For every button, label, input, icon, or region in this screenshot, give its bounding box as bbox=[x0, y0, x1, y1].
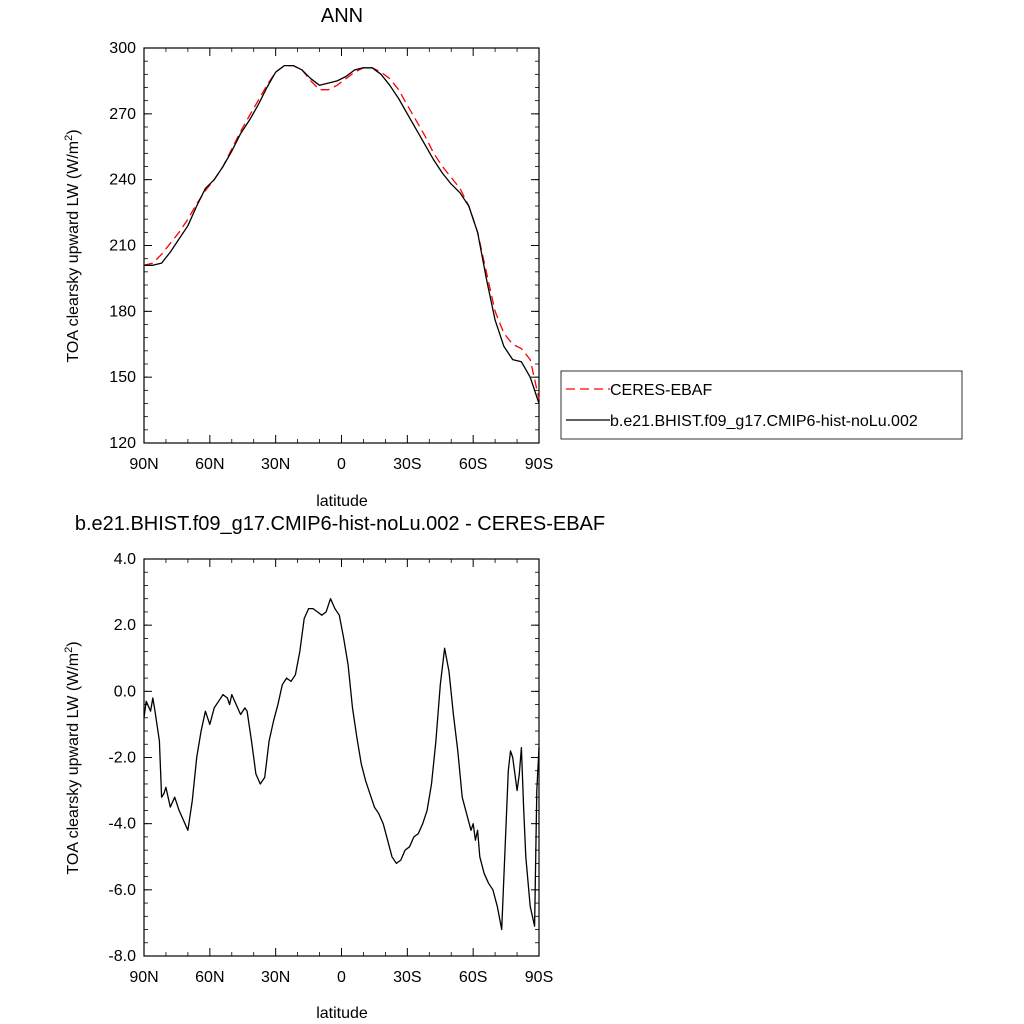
bottom-y-tick-label: 4.0 bbox=[114, 551, 136, 568]
bottom-y-tick-label: -6.0 bbox=[108, 882, 136, 899]
top-x-axis-label: latitude bbox=[316, 493, 368, 510]
bottom-ticks: 90N 60N 30N 0 30S 60S 90S 4.0 2.0 0.0 -2.0 -4.0 -6.0… bbox=[108, 551, 553, 986]
legend-label-ceres: CERES-EBAF bbox=[610, 382, 712, 399]
bottom-x-tick-label: 90N bbox=[129, 969, 158, 986]
bottom-chart-title: b.e21.BHIST.f09_g17.CMIP6-hist-noLu.002 … bbox=[75, 513, 605, 535]
top-series-line-model bbox=[144, 64, 540, 404]
top-y-tick-label: 120 bbox=[109, 435, 136, 452]
top-x-tick-label: 60S bbox=[459, 456, 487, 473]
top-y-tick-label: 210 bbox=[109, 238, 136, 255]
top-y-tick-label: 150 bbox=[109, 369, 136, 386]
top-chart-title: ANN bbox=[321, 5, 363, 27]
top-x-tick-label: 30S bbox=[393, 456, 421, 473]
top-x-tick-label: 90S bbox=[525, 456, 553, 473]
bottom-x-tick-label: 0 bbox=[337, 969, 346, 986]
bottom-x-tick-label: 90S bbox=[525, 969, 553, 986]
top-y-axis-label: TOA clearsky upward LW (W/m2) bbox=[63, 129, 82, 362]
top-y-tick-label: 240 bbox=[109, 172, 136, 189]
bottom-x-tick-label: 60S bbox=[459, 969, 487, 986]
top-series-lines bbox=[143, 64, 540, 404]
bottom-y-tick-label: 2.0 bbox=[114, 617, 136, 634]
top-x-tick-label: 60N bbox=[195, 456, 224, 473]
top-x-tick-label: 30N bbox=[261, 456, 290, 473]
top-ticks: 90N 60N 30N 0 30S 60S 90S 300 270 240 210 180 150 120 bbox=[109, 40, 553, 473]
bottom-series-line-difference bbox=[143, 598, 540, 931]
bottom-y-tick-label: -8.0 bbox=[108, 948, 136, 965]
bottom-panel: b.e21.BHIST.f09_g17.CMIP6-hist-noLu.002 … bbox=[63, 513, 605, 1022]
bottom-series-lines bbox=[143, 598, 540, 931]
top-y-tick-label: 300 bbox=[109, 40, 136, 57]
legend: CERES-EBAF b.e21.BHIST.f09_g17.CMIP6-his… bbox=[560, 370, 963, 440]
bottom-x-tick-label: 60N bbox=[195, 969, 224, 986]
bottom-plot-frame bbox=[143, 558, 540, 957]
bottom-y-tick-label: -2.0 bbox=[108, 750, 136, 767]
bottom-y-tick-label: 0.0 bbox=[114, 683, 136, 700]
top-panel: ANN 90N 60N 30N 0 30S 60S 90S 300 270 240 210 180 15… bbox=[63, 5, 553, 510]
top-y-tick-label: 270 bbox=[109, 106, 136, 123]
legend-box bbox=[560, 370, 963, 440]
top-x-tick-label: 0 bbox=[337, 456, 346, 473]
bottom-y-axis-label: TOA clearsky upward LW (W/m2) bbox=[63, 641, 82, 874]
top-x-tick-label: 90N bbox=[129, 456, 158, 473]
top-series-line-ceres-ebaf bbox=[143, 64, 540, 400]
legend-label-model: b.e21.BHIST.f09_g17.CMIP6-hist-noLu.002 bbox=[610, 413, 918, 430]
bottom-x-tick-label: 30S bbox=[393, 969, 421, 986]
top-y-tick-label: 180 bbox=[109, 303, 136, 320]
bottom-y-tick-label: -4.0 bbox=[108, 816, 136, 833]
bottom-x-axis-label: latitude bbox=[316, 1005, 368, 1022]
bottom-x-tick-label: 30N bbox=[261, 969, 290, 986]
